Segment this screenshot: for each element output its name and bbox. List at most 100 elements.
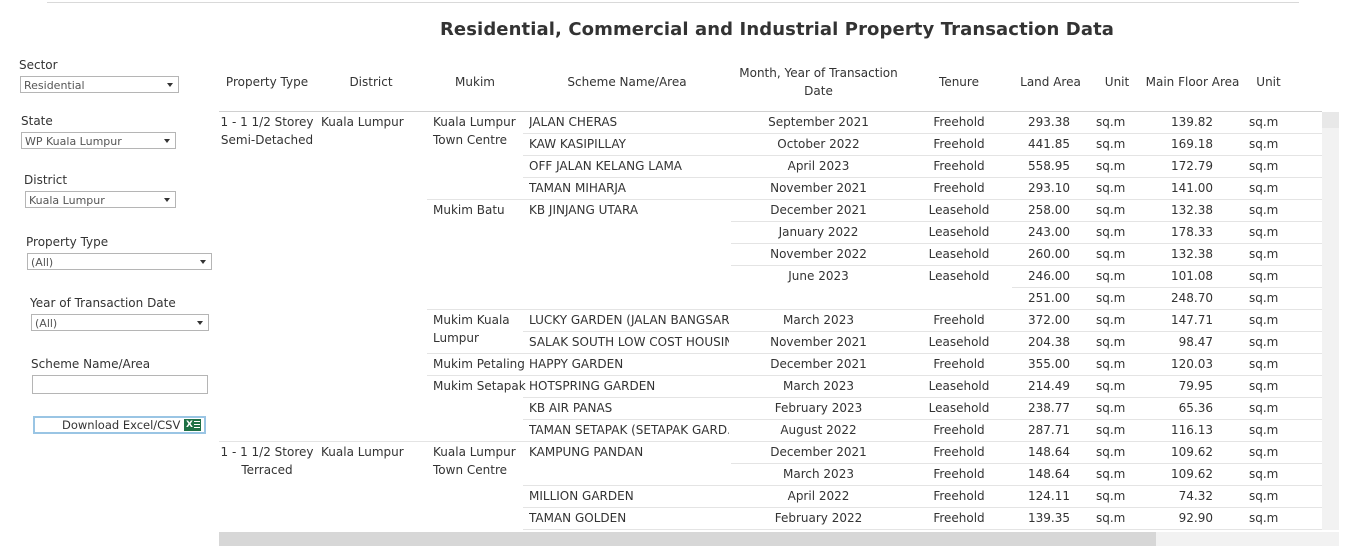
cell-main-floor-area: 109.62 <box>1171 445 1213 459</box>
cell-unit-land: sq.m <box>1096 335 1126 349</box>
district-dropdown[interactable]: Kuala Lumpur <box>25 191 176 208</box>
cell-unit-floor: sq.m <box>1249 203 1279 217</box>
cell-unit-land: sq.m <box>1096 401 1126 415</box>
state-value: WP Kuala Lumpur <box>25 135 122 148</box>
row-divider <box>523 507 1322 508</box>
cell-main-floor-area: 139.82 <box>1171 115 1213 129</box>
cell-main-floor-area: 132.38 <box>1171 203 1213 217</box>
cell-land-area: 258.00 <box>1028 203 1070 217</box>
cell-land-area: 372.00 <box>1028 313 1070 327</box>
state-dropdown[interactable]: WP Kuala Lumpur <box>21 132 176 149</box>
cell-unit-land: sq.m <box>1096 159 1126 173</box>
cell-land-area: 293.10 <box>1028 181 1070 195</box>
cell-tenure: Leasehold <box>928 401 990 415</box>
sector-dropdown[interactable]: Residential <box>20 76 179 93</box>
cell-date: December 2021 <box>770 203 867 217</box>
cell-unit-floor: sq.m <box>1249 467 1279 481</box>
excel-icon: X <box>184 419 201 431</box>
header-mukim[interactable]: Mukim <box>455 75 495 89</box>
cell-date: March 2023 <box>783 467 854 481</box>
cell-scheme: HOTSPRING GARDEN <box>529 379 656 393</box>
cell-unit-floor: sq.m <box>1249 511 1279 525</box>
cell-date: November 2022 <box>770 247 867 261</box>
cell-unit-land: sq.m <box>1096 203 1126 217</box>
header-unit-floor[interactable]: Unit <box>1256 75 1281 89</box>
vertical-scrollbar-thumb[interactable] <box>1322 112 1339 128</box>
row-divider <box>731 221 1322 222</box>
row-divider <box>523 485 1322 486</box>
mukim-cell: Mukim Petaling <box>433 357 525 371</box>
cell-tenure: Leasehold <box>928 335 990 349</box>
cell-scheme: KAW KASIPILLAY <box>529 137 626 151</box>
year-value: (All) <box>35 317 58 330</box>
header-land-area[interactable]: Land Area <box>1020 75 1081 89</box>
cell-main-floor-area: 172.79 <box>1171 159 1213 173</box>
cell-date: December 2021 <box>770 445 867 459</box>
cell-tenure: Leasehold <box>928 269 990 283</box>
cell-unit-land: sq.m <box>1096 379 1126 393</box>
chevron-down-icon <box>200 260 206 264</box>
header-main-floor-area[interactable]: Main Floor Area <box>1145 75 1240 89</box>
cell-date: June 2023 <box>788 269 849 283</box>
header-scheme[interactable]: Scheme Name/Area <box>567 75 687 89</box>
cell-main-floor-area: 74.32 <box>1178 489 1213 503</box>
row-divider <box>523 529 1322 530</box>
cell-main-floor-area: 65.36 <box>1178 401 1213 415</box>
cell-date: April 2023 <box>787 159 850 173</box>
cell-land-area: 238.77 <box>1028 401 1070 415</box>
cell-main-floor-area: 132.38 <box>1171 247 1213 261</box>
cell-unit-land: sq.m <box>1096 467 1126 481</box>
mukim-cell: Mukim Kuala Lumpur <box>433 313 510 345</box>
property-type-dropdown[interactable]: (All) <box>27 253 212 270</box>
header-property-type[interactable]: Property Type <box>225 75 309 89</box>
cell-scheme: TAMAN GOLDEN <box>529 511 627 525</box>
vertical-scrollbar[interactable] <box>1322 112 1339 530</box>
cell-date: February 2022 <box>774 511 863 525</box>
cell-unit-land: sq.m <box>1096 489 1126 503</box>
row-divider <box>427 353 1322 354</box>
group-district: Kuala Lumpur <box>321 445 404 459</box>
header-tenure[interactable]: Tenure <box>939 75 979 89</box>
sector-label: Sector <box>19 58 58 72</box>
row-divider <box>523 133 1322 134</box>
cell-unit-floor: sq.m <box>1249 291 1279 305</box>
cell-tenure: Freehold <box>933 467 985 481</box>
district-value: Kuala Lumpur <box>29 194 105 207</box>
cell-scheme: TAMAN MIHARJA <box>529 181 626 195</box>
header-district[interactable]: District <box>349 75 393 89</box>
cell-unit-land: sq.m <box>1096 247 1126 261</box>
download-excel-csv-button[interactable]: Download Excel/CSV X <box>33 416 206 434</box>
top-divider <box>47 2 1299 3</box>
row-divider <box>427 199 1322 200</box>
mukim-cell: Mukim Setapak <box>433 379 526 393</box>
year-dropdown[interactable]: (All) <box>31 314 209 331</box>
horizontal-scrollbar-thumb[interactable] <box>219 532 1156 546</box>
cell-land-area: 243.00 <box>1028 225 1070 239</box>
page-title: Residential, Commercial and Industrial P… <box>439 19 1115 40</box>
cell-tenure: Leasehold <box>928 379 990 393</box>
cell-date: September 2021 <box>768 115 869 129</box>
cell-land-area: 148.64 <box>1028 467 1070 481</box>
cell-tenure: Leasehold <box>928 203 990 217</box>
row-divider <box>731 463 1322 464</box>
cell-unit-floor: sq.m <box>1249 423 1279 437</box>
cell-tenure: Freehold <box>933 115 985 129</box>
header-unit-land[interactable]: Unit <box>1104 75 1130 89</box>
cell-tenure: Freehold <box>933 445 985 459</box>
cell-unit-land: sq.m <box>1096 291 1126 305</box>
cell-main-floor-area: 248.70 <box>1171 291 1213 305</box>
cell-land-area: 287.71 <box>1028 423 1070 437</box>
cell-unit-floor: sq.m <box>1249 379 1279 393</box>
cell-land-area: 246.00 <box>1028 269 1070 283</box>
cell-unit-floor: sq.m <box>1249 137 1279 151</box>
cell-scheme: HAPPY GARDEN <box>529 357 624 371</box>
scheme-search-input[interactable] <box>32 375 208 394</box>
cell-unit-floor: sq.m <box>1249 225 1279 239</box>
header-date[interactable]: Month, Year of Transaction Date <box>739 66 898 98</box>
cell-unit-land: sq.m <box>1096 115 1126 129</box>
chevron-down-icon <box>164 139 170 143</box>
cell-main-floor-area: 92.90 <box>1178 511 1213 525</box>
cell-date: February 2023 <box>774 401 863 415</box>
district-label: District <box>24 173 68 187</box>
cell-land-area: 293.38 <box>1028 115 1070 129</box>
